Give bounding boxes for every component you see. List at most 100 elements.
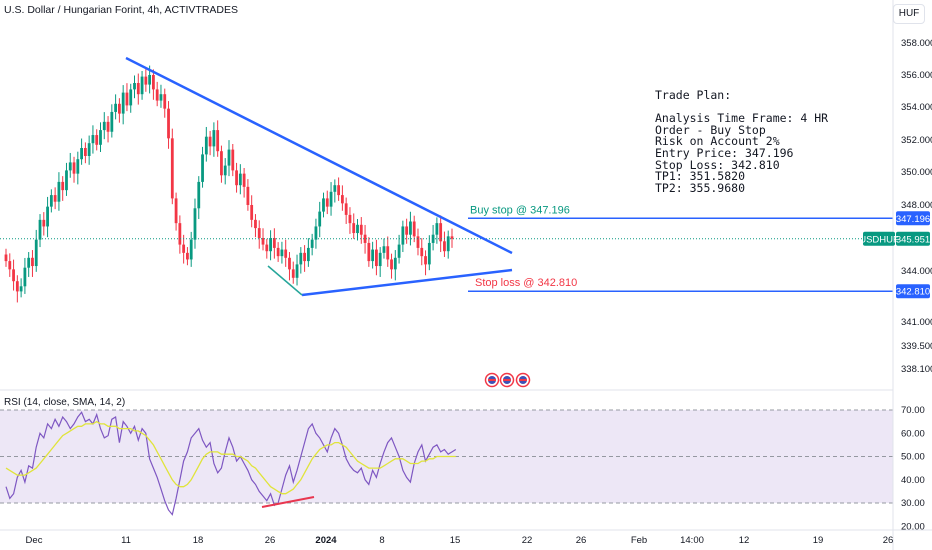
candle-body[interactable] xyxy=(333,185,337,192)
candle-body[interactable] xyxy=(363,234,367,243)
candle-body[interactable] xyxy=(390,259,393,270)
candle-body[interactable] xyxy=(439,223,443,242)
candle-body[interactable] xyxy=(53,195,57,202)
candle-body[interactable] xyxy=(129,89,133,106)
candle-body[interactable] xyxy=(420,247,424,257)
candle-body[interactable] xyxy=(163,94,167,109)
candle-body[interactable] xyxy=(246,186,250,205)
candle-body[interactable] xyxy=(291,269,295,278)
candle-body[interactable] xyxy=(57,181,61,202)
candle-body[interactable] xyxy=(397,244,401,258)
candle-body[interactable] xyxy=(72,162,76,174)
candle-body[interactable] xyxy=(443,241,446,252)
candle-body[interactable] xyxy=(80,148,83,160)
candle-body[interactable] xyxy=(359,224,363,235)
candle-body[interactable] xyxy=(121,92,125,114)
candle-body[interactable] xyxy=(299,252,303,265)
price-pane[interactable]: Buy stop @ 347.196 Stop loss @ 342.810 xyxy=(0,56,893,388)
candle-body[interactable] xyxy=(371,249,375,262)
candle-body[interactable] xyxy=(254,219,257,229)
candle-body[interactable] xyxy=(238,173,242,186)
candle-body[interactable] xyxy=(318,211,322,227)
candle-body[interactable] xyxy=(167,108,170,139)
candle-body[interactable] xyxy=(189,239,193,260)
candle-body[interactable] xyxy=(68,162,72,171)
candle-body[interactable] xyxy=(427,242,431,265)
candle-body[interactable] xyxy=(19,286,23,292)
candle-body[interactable] xyxy=(186,252,189,260)
candle-body[interactable] xyxy=(8,261,12,270)
candle-body[interactable] xyxy=(170,138,174,199)
economic-event-flag-icon[interactable] xyxy=(484,372,500,388)
candle-body[interactable] xyxy=(348,214,352,224)
candle-body[interactable] xyxy=(4,254,8,262)
candle-body[interactable] xyxy=(295,264,299,278)
candle-body[interactable] xyxy=(38,219,42,240)
candle-body[interactable] xyxy=(250,205,254,220)
candle-body[interactable] xyxy=(133,83,136,90)
candle-body[interactable] xyxy=(340,195,344,204)
candle-body[interactable] xyxy=(220,151,223,176)
candle-body[interactable] xyxy=(204,136,208,155)
candle-body[interactable] xyxy=(375,249,378,267)
candle-body[interactable] xyxy=(15,281,19,292)
candle-body[interactable] xyxy=(152,75,155,90)
rsi-indicator-label[interactable]: RSI (14, close, SMA, 14, 2) xyxy=(4,397,126,408)
candle-body[interactable] xyxy=(201,154,204,182)
candle-body[interactable] xyxy=(174,198,178,224)
candle-body[interactable] xyxy=(386,246,390,260)
candle-body[interactable] xyxy=(352,223,356,234)
candle-body[interactable] xyxy=(356,224,359,234)
candle-body[interactable] xyxy=(140,76,144,95)
candle-body[interactable] xyxy=(405,226,409,235)
candle-body[interactable] xyxy=(269,238,272,252)
candle-body[interactable] xyxy=(303,252,306,262)
candle-body[interactable] xyxy=(34,239,38,267)
candle-body[interactable] xyxy=(325,198,329,207)
candle-body[interactable] xyxy=(272,238,276,248)
candle-body[interactable] xyxy=(314,226,318,240)
candle-body[interactable] xyxy=(12,269,15,282)
candle-body[interactable] xyxy=(182,244,186,253)
candle-body[interactable] xyxy=(382,246,386,253)
candle-body[interactable] xyxy=(102,121,106,131)
candle-body[interactable] xyxy=(306,247,310,262)
candle-body[interactable] xyxy=(416,236,420,248)
candle-body[interactable] xyxy=(412,221,416,237)
candle-body[interactable] xyxy=(280,249,284,257)
candle-body[interactable] xyxy=(65,170,68,191)
candle-body[interactable] xyxy=(261,238,265,245)
candle-body[interactable] xyxy=(61,181,65,191)
candle-body[interactable] xyxy=(344,203,348,215)
candle-body[interactable] xyxy=(227,149,231,166)
candle-body[interactable] xyxy=(446,236,450,252)
candle-body[interactable] xyxy=(257,228,261,238)
candle-body[interactable] xyxy=(216,130,220,152)
candle-body[interactable] xyxy=(117,103,121,114)
candle-body[interactable] xyxy=(144,76,148,85)
candle-body[interactable] xyxy=(424,256,427,265)
candle-body[interactable] xyxy=(231,149,235,171)
candle-body[interactable] xyxy=(42,219,46,227)
candle-body[interactable] xyxy=(378,252,382,267)
candle-body[interactable] xyxy=(337,185,341,196)
currency-button[interactable]: HUF xyxy=(893,4,925,24)
candle-body[interactable] xyxy=(288,257,291,270)
candle-body[interactable] xyxy=(31,257,34,267)
candle-body[interactable] xyxy=(393,257,397,270)
candle-body[interactable] xyxy=(49,195,53,207)
candle-body[interactable] xyxy=(367,242,371,262)
candle-body[interactable] xyxy=(431,234,435,243)
candle-body[interactable] xyxy=(223,165,227,176)
economic-event-flag-icon[interactable] xyxy=(499,372,515,388)
candle-body[interactable] xyxy=(46,206,49,227)
candle-body[interactable] xyxy=(159,94,163,101)
candle-body[interactable] xyxy=(83,148,87,156)
candle-body[interactable] xyxy=(193,208,197,240)
candle-body[interactable] xyxy=(178,223,182,245)
candle-body[interactable] xyxy=(110,111,114,132)
candle-body[interactable] xyxy=(276,247,280,257)
candle-body[interactable] xyxy=(106,121,110,132)
candle-body[interactable] xyxy=(87,143,91,156)
candle-body[interactable] xyxy=(76,159,80,174)
